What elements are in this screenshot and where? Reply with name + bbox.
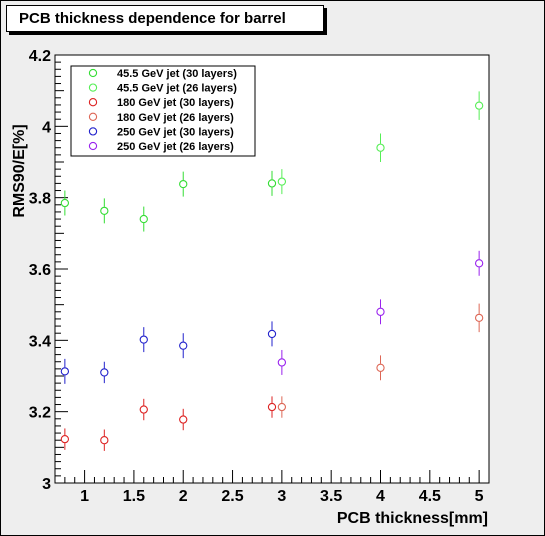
legend-marker <box>88 83 98 92</box>
legend-entry: 250 GeV jet (30 layers) <box>88 126 234 138</box>
point-marker <box>139 214 148 224</box>
x-tick-label: 3.5 <box>320 488 342 505</box>
point-marker <box>139 405 148 414</box>
y-axis-label: RMS90/E[%] <box>11 124 28 217</box>
x-axis-label: PCB thickness[mm] <box>337 510 488 527</box>
point-marker <box>277 358 287 367</box>
point-marker <box>60 367 70 376</box>
legend-label: 45.5 GeV jet (30 layers) <box>117 68 237 80</box>
y-tick-label: 4 <box>42 119 51 136</box>
legend-marker <box>88 141 98 151</box>
data-point <box>474 250 484 276</box>
legend-marker <box>88 112 98 121</box>
data-point <box>60 428 70 450</box>
x-tick-label: 3 <box>277 488 286 505</box>
point-marker <box>376 307 385 316</box>
legend-entry: 180 GeV jet (30 layers) <box>88 97 234 109</box>
data-point <box>100 198 109 224</box>
legend: 45.5 GeV jet (30 layers) 45.5 GeV jet (26… <box>70 65 256 157</box>
legend-entry: 45.5 GeV jet (30 layers) <box>88 68 237 80</box>
data-point <box>277 396 287 418</box>
x-tick-label: 2 <box>179 488 188 505</box>
y-tick-label: 3.2 <box>29 405 51 422</box>
data-point <box>277 349 287 375</box>
point-marker <box>267 329 277 339</box>
data-point <box>60 190 70 216</box>
legend-label: 250 GeV jet (26 layers) <box>117 141 234 153</box>
data-point <box>139 398 148 421</box>
y-axis: 3 3.2 3.4 3.6 3.8 4 4.2 <box>29 48 68 493</box>
point-marker <box>277 177 287 186</box>
data-point <box>376 355 385 381</box>
data-point <box>267 170 277 196</box>
chart-title-box: PCB thickness dependence for barrel <box>6 5 324 32</box>
data-point <box>179 171 188 197</box>
data-point <box>60 358 70 384</box>
point-marker <box>60 198 70 208</box>
data-point <box>267 396 277 418</box>
point-marker <box>376 363 385 372</box>
point-marker <box>474 313 484 323</box>
chart-title: PCB thickness dependence for barrel <box>19 10 286 27</box>
point-marker <box>179 415 188 424</box>
y-tick-label: 3.8 <box>29 191 51 208</box>
point-marker <box>267 402 277 412</box>
y-tick-label: 3 <box>42 476 51 493</box>
y-tick-label: 3.4 <box>29 333 51 350</box>
point-marker <box>60 434 70 444</box>
point-marker <box>179 341 188 350</box>
point-marker <box>100 206 109 216</box>
point-marker <box>267 179 277 188</box>
y-tick-label: 4.2 <box>29 48 51 65</box>
point-marker <box>100 436 109 445</box>
data-point <box>139 206 148 232</box>
point-marker <box>179 179 188 189</box>
x-tick-label: 2.5 <box>221 488 243 505</box>
x-tick-label: 4.5 <box>419 488 441 505</box>
data-point <box>100 429 109 451</box>
x-tick-label: 4 <box>376 488 385 505</box>
data-point <box>179 408 188 431</box>
x-tick-label: 1.5 <box>123 488 145 505</box>
y-tick-label: 3.6 <box>29 262 51 279</box>
data-point <box>376 133 385 162</box>
legend-marker <box>88 127 98 136</box>
x-tick-label: 1 <box>80 488 89 505</box>
point-marker <box>139 335 148 344</box>
x-tick-label: 5 <box>475 488 484 505</box>
x-axis: 1 1.5 2 2.5 3 3.5 4 4.5 5 <box>54 470 490 505</box>
point-marker <box>474 259 484 268</box>
legend-label: 250 GeV jet (30 layers) <box>117 126 234 138</box>
data-point <box>139 327 148 353</box>
point-marker <box>376 143 385 152</box>
legend-entry: 45.5 GeV jet (26 layers) <box>88 83 237 95</box>
legend-marker <box>88 68 98 78</box>
data-point <box>179 333 188 359</box>
legend-label: 180 GeV jet (30 layers) <box>117 97 234 109</box>
legend-entry: 250 GeV jet (26 layers) <box>88 141 234 153</box>
legend-label: 180 GeV jet (26 layers) <box>117 112 234 124</box>
data-point <box>277 169 287 195</box>
data-points <box>60 91 484 451</box>
data-point <box>267 321 277 347</box>
legend-label: 45.5 GeV jet (26 layers) <box>117 83 237 95</box>
legend-entry: 180 GeV jet (26 layers) <box>88 112 234 124</box>
legend-marker <box>88 98 98 107</box>
data-point <box>100 361 109 384</box>
data-point <box>474 91 484 120</box>
point-marker <box>277 402 287 412</box>
data-point <box>474 303 484 333</box>
legend-box <box>70 65 256 157</box>
data-point <box>376 299 385 325</box>
point-marker <box>474 101 484 110</box>
point-marker <box>100 368 109 377</box>
